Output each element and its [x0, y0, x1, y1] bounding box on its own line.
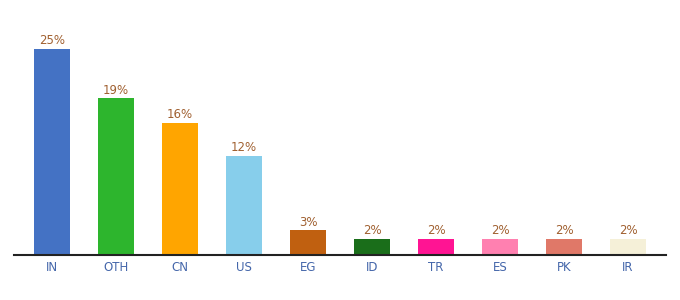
Text: 16%: 16%	[167, 108, 193, 121]
Text: 2%: 2%	[362, 224, 381, 237]
Bar	[290, 230, 326, 255]
Bar	[354, 238, 390, 255]
Bar	[418, 238, 454, 255]
Bar	[547, 238, 581, 255]
Text: 25%: 25%	[39, 34, 65, 47]
Bar	[99, 98, 133, 255]
Text: 2%: 2%	[491, 224, 509, 237]
Bar	[611, 238, 645, 255]
Text: 2%: 2%	[619, 224, 637, 237]
Bar	[226, 156, 262, 255]
Bar	[35, 49, 69, 255]
Bar	[163, 123, 198, 255]
Text: 3%: 3%	[299, 216, 318, 229]
Bar	[482, 238, 517, 255]
Text: 2%: 2%	[555, 224, 573, 237]
Text: 12%: 12%	[231, 141, 257, 154]
Text: 2%: 2%	[426, 224, 445, 237]
Text: 19%: 19%	[103, 84, 129, 97]
